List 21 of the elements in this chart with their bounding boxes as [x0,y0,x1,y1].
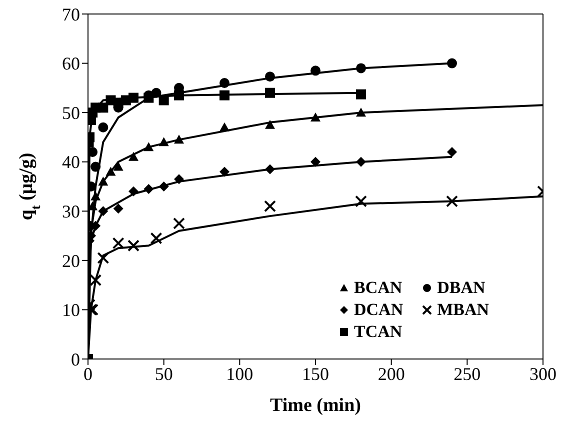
y-tick-label: 30 [62,202,80,222]
y-tick-label: 20 [62,250,80,271]
x-tick-label: 100 [226,364,254,384]
legend-label: DBAN [437,278,486,298]
legend-label: TCAN [354,322,402,342]
x-axis-title: Time (min) [270,395,361,416]
x-tick-label: 200 [378,364,405,384]
y-tick-label: 50 [62,102,80,123]
legend-label: BCAN [354,278,402,298]
legend-label: DCAN [354,300,404,320]
y-tick-label: 10 [62,300,80,320]
x-tick-label: 0 [84,364,92,384]
y-tick-label: 70 [62,4,80,24]
x-tick-label: 300 [530,364,556,384]
x-tick-label: 250 [454,364,481,384]
legend-label: MBAN [437,300,490,320]
x-tick-label: 150 [302,364,329,384]
y-tick-label: 60 [62,54,80,74]
x-tick-label: 50 [154,364,173,384]
y-tick-label: 0 [71,349,80,370]
y-tick-label: 40 [62,152,80,172]
